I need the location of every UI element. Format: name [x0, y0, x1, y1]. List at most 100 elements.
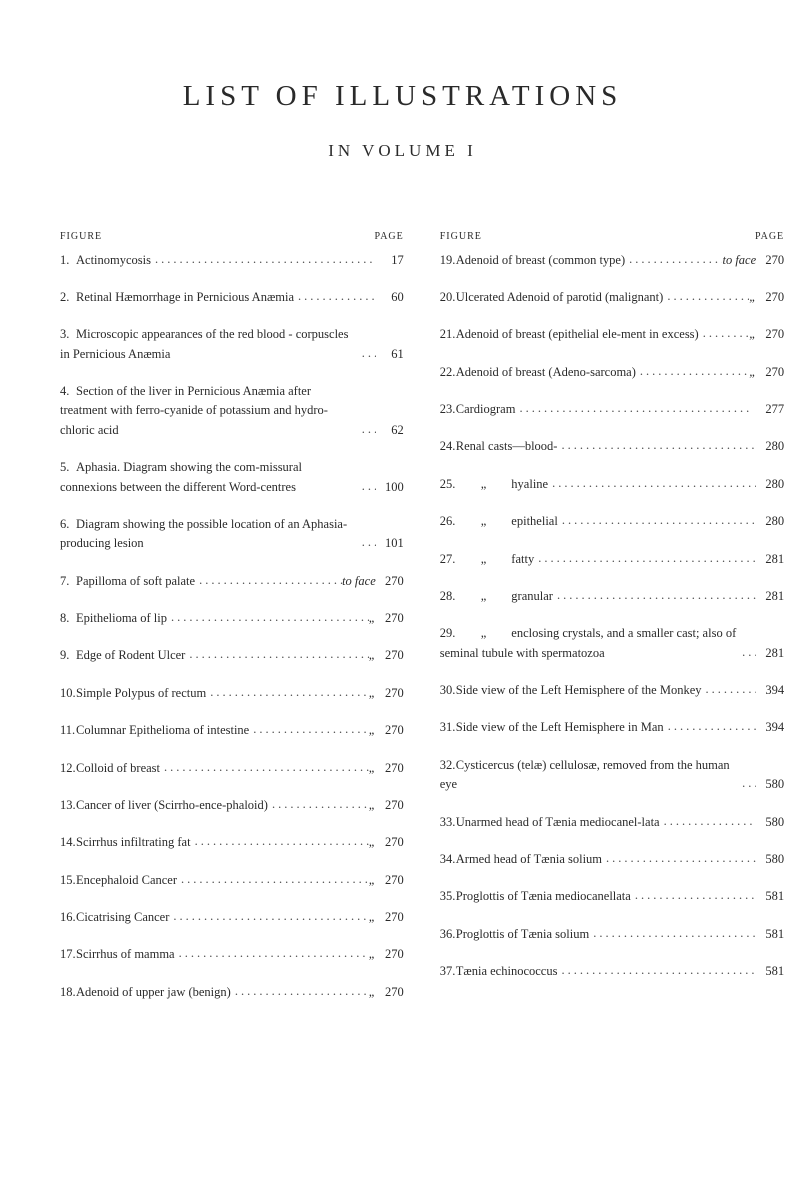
entry-text: 11. Columnar Epithelioma of intestine: [60, 721, 249, 740]
list-entry: 12. Colloid of breast...................…: [60, 759, 404, 778]
leader-dots: ......................................: [636, 362, 749, 381]
entry-title: Aphasia. Diagram showing the com-missura…: [60, 460, 302, 493]
list-entry: 2. Retinal Hæmorrhage in Pernicious Anæm…: [60, 288, 404, 307]
entry-text: 8. Epithelioma of lip: [60, 609, 167, 628]
entry-title: Section of the liver in Pernicious Anæmi…: [60, 384, 328, 437]
leader-dots: ......................................: [660, 812, 757, 831]
entry-tag: „: [369, 983, 376, 1002]
entry-number: 14.: [60, 833, 76, 852]
entry-number: 16.: [60, 908, 76, 927]
entry-tag: „: [369, 833, 376, 852]
leader-dots: ......................................: [558, 511, 756, 530]
entry-number: 25.: [440, 475, 456, 494]
entry-page: 60: [376, 288, 404, 307]
entry-title: Ulcerated Adenoid of parotid (malignant): [456, 290, 664, 304]
list-entry: 37. Tænia echinococcus..................…: [440, 962, 784, 981]
entry-text: 22. Adenoid of breast (Adeno-sarcoma): [440, 363, 636, 382]
entry-number: 4.: [60, 382, 76, 401]
leader-dots: ......................................: [534, 549, 756, 568]
entry-page: 394: [756, 718, 784, 737]
entry-number: 12.: [60, 759, 76, 778]
entry-tag: „: [369, 908, 376, 927]
list-entry: 7. Papilloma of soft palate.............…: [60, 572, 404, 591]
entry-tag: „: [749, 363, 756, 382]
entry-text: 25. „ hyaline: [440, 475, 548, 494]
entry-title: Renal casts—blood-: [456, 439, 558, 453]
entry-title: Proglottis of Tænia mediocanellata: [456, 889, 631, 903]
leader-dots: ......................................: [557, 436, 756, 455]
entry-title: Scirrhus of mamma: [76, 947, 175, 961]
entry-number: 22.: [440, 363, 456, 382]
entry-title: „ enclosing crystals, and a smaller cast…: [440, 626, 740, 659]
entry-title: Adenoid of breast (Adeno-sarcoma): [456, 365, 636, 379]
right-column: FIGURE PAGE 19. Adenoid of breast (commo…: [440, 229, 784, 1020]
leader-dots: ......................................: [169, 907, 368, 926]
entry-tag: „: [369, 871, 376, 890]
subtitle: IN VOLUME I: [60, 141, 745, 161]
list-entry: 22. Adenoid of breast (Adeno-sarcoma)...…: [440, 363, 784, 382]
entry-spacer: [60, 372, 404, 382]
leader-dots: ......................................: [553, 586, 756, 605]
list-entry: 26. „ epithelial........................…: [440, 512, 784, 531]
leader-dots: ......................................: [557, 961, 756, 980]
column-header-right: FIGURE PAGE: [440, 229, 784, 245]
entry-page: 581: [756, 887, 784, 906]
entry-text: 20. Ulcerated Adenoid of parotid (malign…: [440, 288, 664, 307]
header-figure-label: FIGURE: [440, 229, 482, 245]
entry-page: 270: [376, 908, 404, 927]
list-entry: 36. Proglottis of Tænia solium..........…: [440, 925, 784, 944]
entry-page: 17: [376, 251, 404, 270]
entry-text: 27. „ fatty: [440, 550, 534, 569]
entry-text: 19. Adenoid of breast (common type): [440, 251, 625, 270]
page-container: LIST OF ILLUSTRATIONS IN VOLUME I FIGURE…: [0, 0, 800, 1180]
entry-number: 5.: [60, 458, 76, 477]
list-entry: 20. Ulcerated Adenoid of parotid (malign…: [440, 288, 784, 307]
leader-dots: ......................................: [515, 399, 756, 418]
entry-text: 9. Edge of Rodent Ulcer: [60, 646, 185, 665]
entry-number: 6.: [60, 515, 76, 534]
entry-page: 281: [756, 644, 784, 663]
leader-dots: ......................................: [358, 477, 376, 496]
entry-text: 30. Side view of the Left Hemisphere of …: [440, 681, 702, 700]
entry-text: 6. Diagram showing the possible location…: [60, 515, 358, 554]
entry-number: 24.: [440, 437, 456, 456]
entry-title: Cancer of liver (Scirrho-ence-phaloid): [76, 798, 268, 812]
entry-number: 23.: [440, 400, 456, 419]
entry-title: Adenoid of upper jaw (benign): [76, 985, 231, 999]
entry-text: 15. Encephaloid Cancer: [60, 871, 177, 890]
entry-page: 270: [376, 796, 404, 815]
entry-number: 8.: [60, 609, 76, 628]
entry-text: 24. Renal casts—blood-: [440, 437, 558, 456]
list-entry: 3. Microscopic appearances of the red bl…: [60, 325, 404, 364]
entry-number: 2.: [60, 288, 76, 307]
entry-tag: „: [369, 945, 376, 964]
entry-spacer: [440, 614, 784, 624]
list-entry: 31. Side view of the Left Hemisphere in …: [440, 718, 784, 737]
entry-page: 280: [756, 437, 784, 456]
entry-title: Side view of the Left Hemisphere of the …: [456, 683, 702, 697]
entry-number: 9.: [60, 646, 76, 665]
entry-number: 36.: [440, 925, 456, 944]
entry-page: 280: [756, 512, 784, 531]
leader-dots: ......................................: [231, 982, 369, 1001]
entry-tag: to face: [722, 251, 756, 270]
list-entry: 18. Adenoid of upper jaw (benign).......…: [60, 983, 404, 1002]
entry-title: „ fatty: [456, 552, 534, 566]
leader-dots: ......................................: [151, 250, 376, 269]
entry-page: 270: [376, 945, 404, 964]
leader-dots: ......................................: [548, 474, 756, 493]
entry-title: Tænia echinococcus: [456, 964, 558, 978]
entry-page: 270: [376, 833, 404, 852]
list-entry: 15. Encephaloid Cancer..................…: [60, 871, 404, 890]
entry-title: Epithelioma of lip: [76, 611, 167, 625]
entry-page: 580: [756, 775, 784, 794]
entry-number: 21.: [440, 325, 456, 344]
entry-page: 270: [376, 871, 404, 890]
entry-title: Papilloma of soft palate: [76, 574, 195, 588]
list-entry: 33. Unarmed head of Tænia mediocanel-lat…: [440, 813, 784, 832]
entry-text: 36. Proglottis of Tænia solium: [440, 925, 589, 944]
entry-title: Columnar Epithelioma of intestine: [76, 723, 249, 737]
list-entry: 28. „ granular..........................…: [440, 587, 784, 606]
entry-number: 30.: [440, 681, 456, 700]
entry-page: 394: [756, 681, 784, 700]
